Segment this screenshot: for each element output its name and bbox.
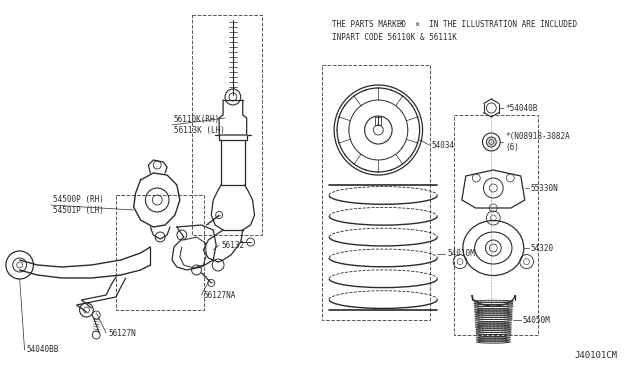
Text: 56127NA: 56127NA: [204, 291, 236, 299]
Text: 55330N: 55330N: [531, 183, 559, 192]
Text: *54040B: *54040B: [505, 103, 538, 112]
Bar: [116, 195, 204, 310]
Text: INPART CODE 56110K & 56111K: INPART CODE 56110K & 56111K: [332, 33, 457, 42]
Text: 56110K(RH)
56113K (LH): 56110K(RH) 56113K (LH): [174, 115, 225, 135]
Text: J40101CM: J40101CM: [574, 351, 617, 360]
Bar: [323, 65, 431, 320]
Text: 54050M: 54050M: [523, 316, 550, 325]
Text: 54034: 54034: [431, 141, 454, 150]
Text: *(N08918-3082A
(6): *(N08918-3082A (6): [505, 132, 570, 152]
Text: ×: ×: [399, 20, 403, 29]
Bar: [191, 15, 262, 235]
Text: 56127N: 56127N: [108, 328, 136, 337]
Circle shape: [225, 89, 241, 105]
Text: 56132: 56132: [221, 241, 244, 250]
Text: 54040BB: 54040BB: [26, 346, 59, 355]
Text: 54500P (RH)
54501P (LH): 54500P (RH) 54501P (LH): [53, 195, 104, 215]
Bar: [454, 115, 538, 335]
Bar: [376, 117, 381, 125]
Text: 54010M: 54010M: [447, 249, 475, 258]
Text: 54320: 54320: [531, 244, 554, 253]
Text: THE PARTS MARKED  ×  IN THE ILLUSTRATION ARE INCLUDED: THE PARTS MARKED × IN THE ILLUSTRATION A…: [332, 20, 577, 29]
Circle shape: [486, 137, 496, 147]
